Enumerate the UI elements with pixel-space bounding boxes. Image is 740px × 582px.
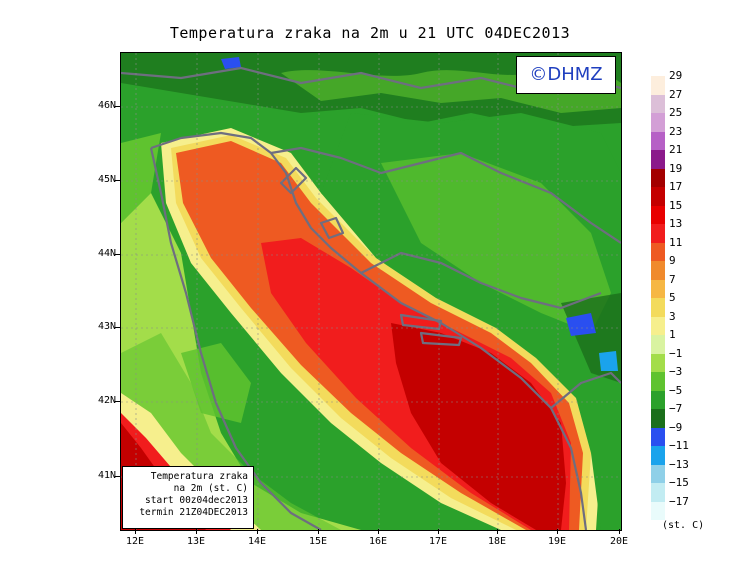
lat-label-43n: 43N [97, 321, 116, 332]
legend-label: −9 [669, 420, 683, 434]
info-line-start: start 00z04dec2013 [145, 495, 248, 506]
legend-label: 27 [669, 87, 683, 101]
lon-label-20e: 20E [609, 536, 629, 547]
legend-swatch [651, 224, 665, 243]
legend-label: 5 [669, 291, 676, 304]
legend-label: −15 [669, 476, 689, 489]
lon-label-16e: 16E [368, 536, 388, 547]
legend-label: −11 [669, 439, 689, 452]
legend-swatch [651, 464, 665, 483]
legend-label: 29 [669, 69, 683, 82]
lat-label-46n: 46N [97, 100, 116, 111]
legend-swatch [651, 113, 665, 132]
legend-swatch [651, 483, 665, 502]
legend-label: 19 [669, 161, 683, 175]
info-line-units: na 2m (st. C) [173, 483, 248, 494]
legend-label: 1 [669, 328, 676, 341]
lat-tick [115, 254, 120, 255]
legend-label: 9 [669, 254, 676, 267]
lon-label-15e: 15E [308, 536, 328, 547]
temperature-map [120, 52, 622, 531]
lat-tick [115, 476, 120, 477]
lon-tick [378, 529, 379, 534]
lon-tick [438, 529, 439, 534]
info-line-termin: termin 21Z04DEC2013 [139, 507, 248, 518]
legend-swatch [651, 279, 665, 298]
lon-label-19e: 19E [547, 536, 567, 547]
legend-swatch [651, 150, 665, 169]
lat-tick [115, 401, 120, 402]
legend-swatch [651, 372, 665, 391]
lon-label-14e: 14E [247, 536, 267, 547]
dhmz-logo: ©DHMZ [516, 56, 616, 94]
legend-swatch [651, 298, 665, 317]
lat-tick [115, 106, 120, 107]
lat-label-44n: 44N [97, 248, 116, 259]
lat-label-41n: 41N [97, 470, 116, 481]
lat-tick [115, 327, 120, 328]
legend-swatch [651, 168, 665, 187]
legend-label: 17 [669, 180, 683, 193]
lon-tick [135, 529, 136, 534]
lon-tick [619, 529, 620, 534]
legend-swatch [651, 94, 665, 113]
info-line-variable: Temperatura zraka [150, 471, 248, 482]
legend-label: 13 [669, 217, 683, 230]
lon-tick [497, 529, 498, 534]
legend-units: (st. C) [662, 520, 705, 531]
map-title: Temperatura zraka na 2m u 21 UTC 04DEC20… [169, 24, 571, 42]
lat-label-45n: 45N [97, 174, 116, 185]
legend-swatch [651, 335, 665, 354]
lon-label-13e: 13E [186, 536, 206, 547]
legend-label: 25 [669, 106, 683, 119]
legend-label: −1 [669, 346, 683, 360]
legend-swatch [651, 390, 665, 409]
legend-swatch [651, 409, 665, 428]
legend-swatch [651, 205, 665, 224]
legend-swatch [651, 242, 665, 261]
legend-label: −7 [669, 402, 683, 415]
legend-swatch [651, 187, 665, 206]
legend-label: 15 [669, 198, 683, 212]
legend-label: −3 [669, 365, 683, 378]
lon-label-18e: 18E [487, 536, 507, 547]
lon-tick [196, 529, 197, 534]
legend-swatch [651, 501, 665, 520]
legend-swatch [651, 131, 665, 150]
lat-tick [115, 180, 120, 181]
lat-label-42n: 42N [97, 395, 116, 406]
legend-label: 23 [669, 124, 683, 138]
lon-tick [257, 529, 258, 534]
legend-label: 11 [669, 235, 683, 249]
info-box: Temperatura zraka na 2m (st. C) start 00… [122, 466, 254, 529]
legend-swatch [651, 261, 665, 280]
legend-label: −17 [669, 494, 689, 508]
legend-swatch [651, 316, 665, 335]
legend-swatch [651, 353, 665, 372]
lon-label-12e: 12E [125, 536, 145, 547]
lon-tick [557, 529, 558, 534]
legend-label: 7 [669, 272, 676, 286]
lon-label-17e: 17E [428, 536, 448, 547]
legend-swatch [651, 427, 665, 446]
legend-label: −13 [669, 457, 689, 471]
legend-label: 3 [669, 309, 676, 323]
legend-swatch [651, 76, 665, 95]
legend-swatch [651, 446, 665, 465]
legend-label: −5 [669, 383, 683, 397]
lon-tick [318, 529, 319, 534]
legend-label: 21 [669, 143, 683, 156]
